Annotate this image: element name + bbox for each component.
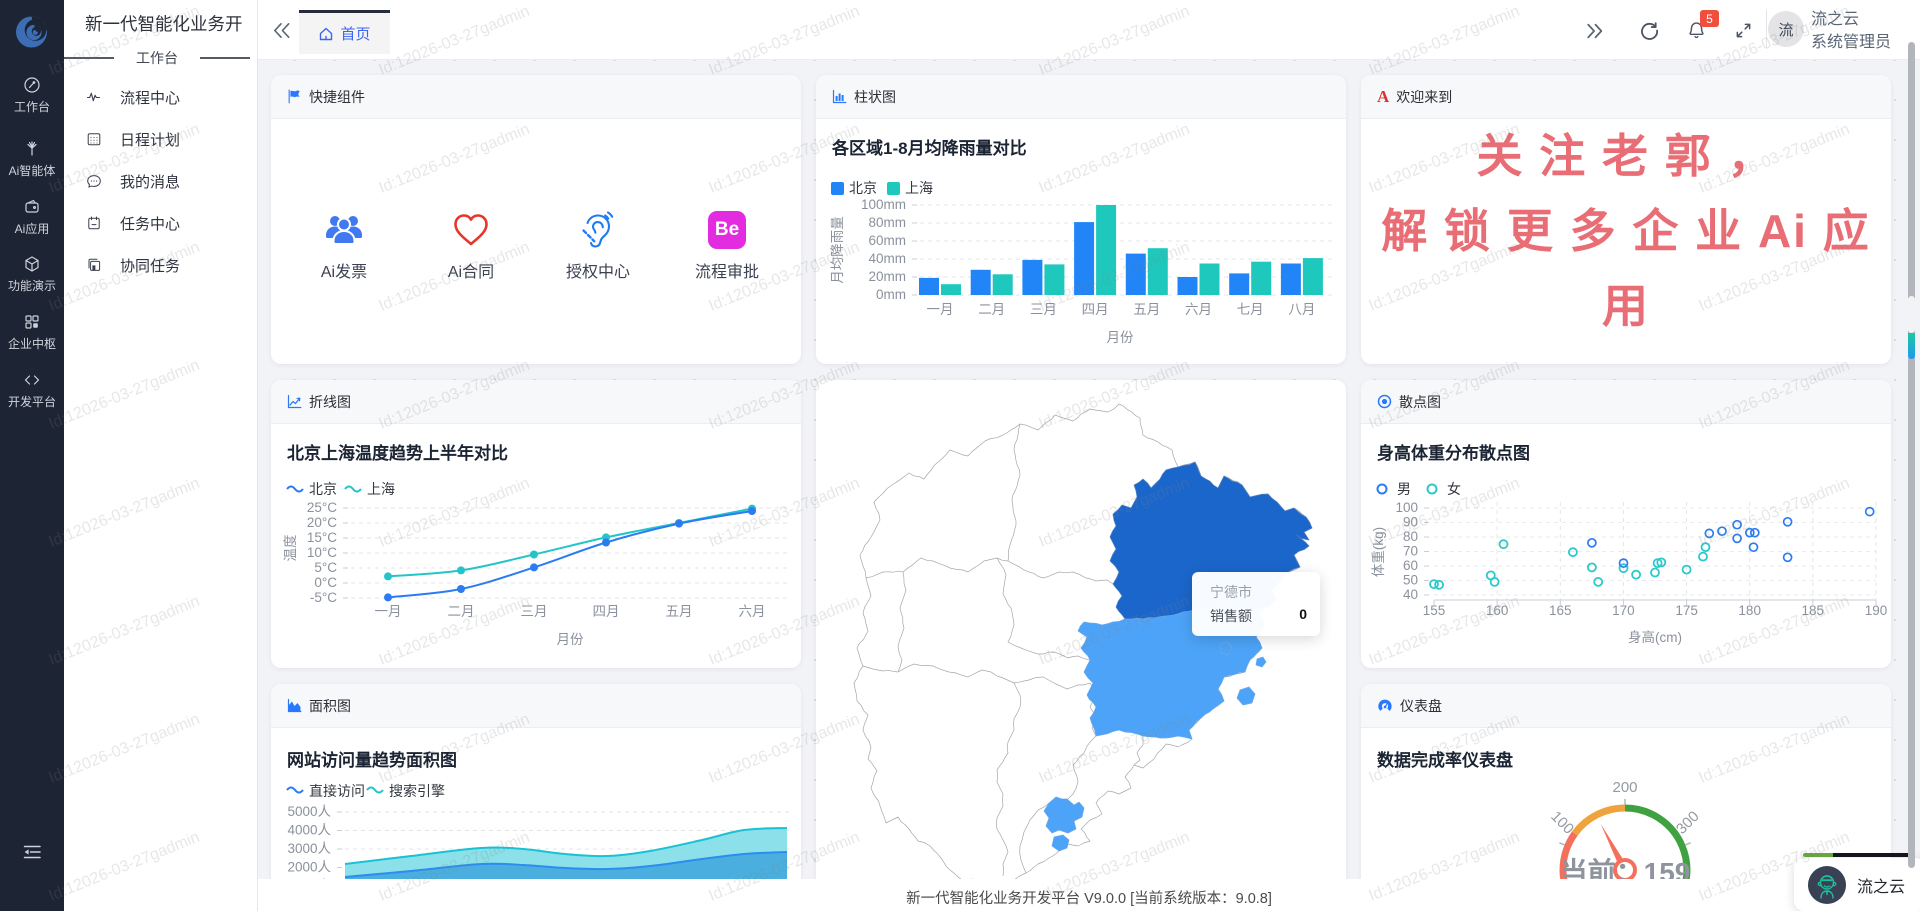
svg-text:155: 155 xyxy=(1423,603,1446,618)
svg-text:四月: 四月 xyxy=(1082,302,1109,317)
svg-text:五月: 五月 xyxy=(1133,302,1160,317)
svg-text:100mm: 100mm xyxy=(861,197,906,212)
svg-text:190: 190 xyxy=(1865,603,1888,618)
svg-text:身高体重分布散点图: 身高体重分布散点图 xyxy=(1377,443,1530,463)
svg-text:0°C: 0°C xyxy=(314,575,337,590)
svg-text:二月: 二月 xyxy=(448,604,475,619)
svg-text:一月: 一月 xyxy=(927,302,954,317)
svg-text:200: 200 xyxy=(1612,779,1637,796)
svg-text:北京: 北京 xyxy=(309,481,337,497)
svg-text:80: 80 xyxy=(1403,529,1418,544)
svg-text:八月: 八月 xyxy=(1288,302,1315,317)
svg-text:60mm: 60mm xyxy=(868,233,906,248)
svg-text:三月: 三月 xyxy=(1030,302,1057,317)
svg-text:一月: 一月 xyxy=(375,604,402,619)
svg-text:直接访问: 直接访问 xyxy=(309,783,365,799)
svg-text:60: 60 xyxy=(1403,558,1418,573)
svg-text:体重(kg): 体重(kg) xyxy=(1371,527,1386,577)
svg-text:身高(cm): 身高(cm) xyxy=(1628,629,1682,645)
svg-text:100: 100 xyxy=(1395,500,1418,515)
svg-text:男: 男 xyxy=(1397,481,1411,497)
svg-text:上海: 上海 xyxy=(367,481,395,497)
svg-text:六月: 六月 xyxy=(1185,302,1212,317)
svg-text:160: 160 xyxy=(1486,603,1509,618)
svg-text:3000人: 3000人 xyxy=(287,841,331,856)
svg-text:25°C: 25°C xyxy=(307,500,337,515)
svg-text:40: 40 xyxy=(1403,587,1418,602)
svg-text:上海: 上海 xyxy=(905,180,933,196)
svg-text:北京上海温度趋势上半年对比: 北京上海温度趋势上半年对比 xyxy=(287,443,508,463)
svg-text:165: 165 xyxy=(1549,603,1572,618)
svg-text:二月: 二月 xyxy=(978,302,1005,317)
svg-text:月均降雨量: 月均降雨量 xyxy=(830,216,845,284)
svg-text:月份: 月份 xyxy=(1107,330,1135,345)
svg-text:5°C: 5°C xyxy=(314,560,337,575)
svg-text:温度: 温度 xyxy=(283,535,298,562)
svg-text:四月: 四月 xyxy=(593,604,620,619)
svg-text:0mm: 0mm xyxy=(876,287,906,302)
svg-text:10°C: 10°C xyxy=(307,545,337,560)
svg-text:数据完成率仪表盘: 数据完成率仪表盘 xyxy=(1377,750,1513,770)
svg-text:搜索引擎: 搜索引擎 xyxy=(389,783,445,799)
svg-text:网站访问量趋势面积图: 网站访问量趋势面积图 xyxy=(287,750,457,770)
svg-text:185: 185 xyxy=(1802,603,1825,618)
svg-text:20°C: 20°C xyxy=(307,515,337,530)
svg-text:90: 90 xyxy=(1403,515,1418,530)
svg-text:七月: 七月 xyxy=(1237,302,1264,317)
svg-text:80mm: 80mm xyxy=(868,215,906,230)
svg-text:月份: 月份 xyxy=(557,632,585,647)
svg-text:50: 50 xyxy=(1403,573,1418,588)
svg-text:5000人: 5000人 xyxy=(287,804,331,819)
svg-text:三月: 三月 xyxy=(521,604,548,619)
svg-text:4000人: 4000人 xyxy=(287,823,331,838)
svg-text:180: 180 xyxy=(1738,603,1761,618)
svg-text:北京: 北京 xyxy=(849,180,877,196)
svg-text:女: 女 xyxy=(1447,481,1461,497)
svg-text:六月: 六月 xyxy=(739,604,766,619)
svg-text:175: 175 xyxy=(1675,603,1698,618)
svg-text:20mm: 20mm xyxy=(868,269,906,284)
svg-text:40mm: 40mm xyxy=(868,251,906,266)
svg-text:2000人: 2000人 xyxy=(287,860,331,875)
svg-text:各区域1-8月均降雨量对比: 各区域1-8月均降雨量对比 xyxy=(831,138,1027,158)
svg-text:15°C: 15°C xyxy=(307,530,337,545)
svg-text:-5°C: -5°C xyxy=(310,590,337,605)
svg-text:70: 70 xyxy=(1403,544,1418,559)
svg-text:170: 170 xyxy=(1612,603,1635,618)
svg-text:五月: 五月 xyxy=(666,604,693,619)
